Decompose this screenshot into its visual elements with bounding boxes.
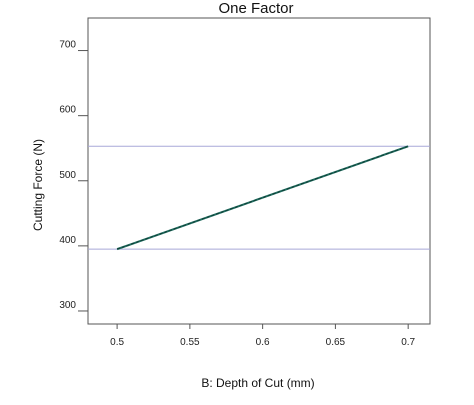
y-tick-label: 500 — [59, 170, 76, 181]
reference-lines — [88, 145, 430, 250]
y-tick-label: 600 — [59, 105, 76, 116]
x-tick-label: 0.7 — [401, 337, 415, 348]
x-tick-label: 0.55 — [180, 337, 200, 348]
y-axis: 300 400 500 600 700 — [59, 40, 88, 312]
plot-area — [87, 17, 431, 325]
chart-title: One Factor — [218, 0, 293, 17]
x-tick-label: 0.5 — [110, 337, 124, 348]
x-axis-label: B: Depth of Cut (mm) — [201, 376, 314, 390]
y-axis-label: Cutting Force (N) — [31, 139, 45, 231]
x-tick-label: 0.6 — [256, 337, 270, 348]
x-axis: 0.5 0.55 0.6 0.65 0.7 — [110, 324, 416, 348]
x-tick-label: 0.65 — [326, 337, 346, 348]
y-tick-label: 700 — [59, 40, 76, 51]
y-tick-label: 400 — [59, 235, 76, 246]
series-line-dash — [116, 145, 409, 250]
series-layer — [116, 145, 409, 251]
plot-border — [87, 17, 431, 325]
y-tick-label: 300 — [59, 300, 76, 311]
